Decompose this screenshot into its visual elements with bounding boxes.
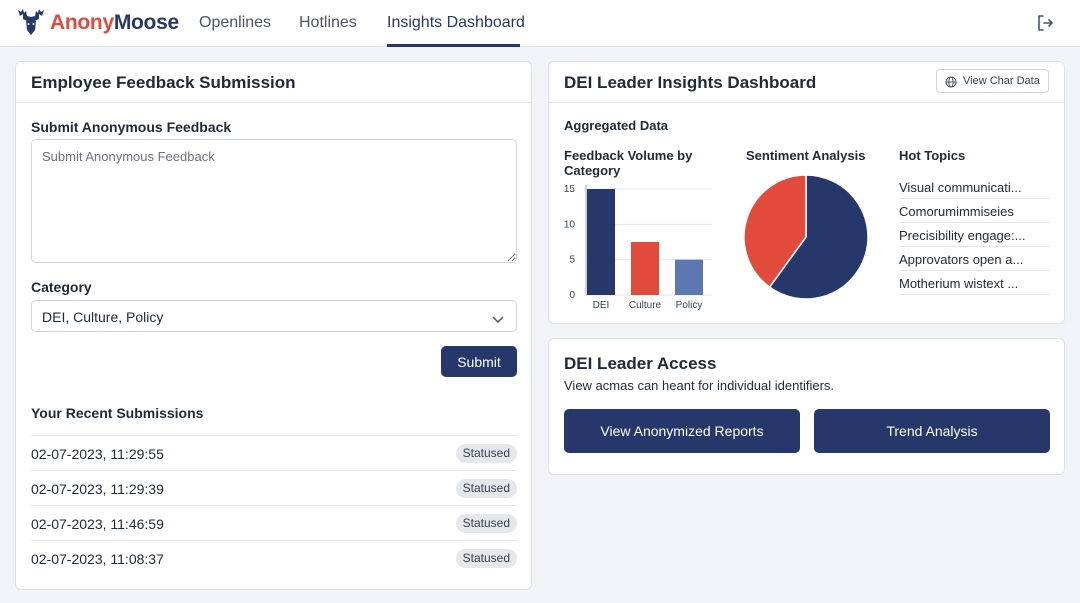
submission-timestamp: 02-07-2023, 11:46:59 [31,516,164,532]
insights-panel-header: DEI Leader Insights Dashboard View Char … [549,62,1064,103]
view-anonymized-reports-button[interactable]: View Anonymized Reports [564,409,800,453]
feedback-textarea[interactable] [31,139,517,263]
bar-culture[interactable] [631,242,659,295]
hot-topic-label: Motherium wistext ... [899,276,1019,291]
recent-submissions-title: Your Recent Submissions [31,405,204,421]
hot-topic-label: Precisibility engage:... [899,228,1026,243]
tab-hotlines[interactable]: Hotlines [299,14,357,31]
top-navigation-bar: AnonyMoose Openlines Hotlines Insights D… [0,0,1080,47]
pie-chart-title: Sentiment Analysis [746,148,866,163]
insights-panel: DEI Leader Insights Dashboard View Char … [548,61,1065,324]
feedback-textarea-label: Submit Anonymous Feedback [31,119,232,135]
y-tick-label: 0 [569,290,575,301]
globe-icon [945,75,957,93]
feedback-panel-title: Employee Feedback Submission [31,73,296,92]
submit-button[interactable]: Submit [441,346,517,377]
y-tick-label: 10 [564,219,576,230]
y-tick-label: 15 [564,184,576,195]
x-tick-label: Culture [629,300,662,311]
brand-part2: Moose [113,11,179,34]
hot-topic-item[interactable]: Motherium wistext ... [899,271,1050,295]
category-label: Category [31,279,92,295]
aggregated-data-label: Aggregated Data [564,118,669,133]
view-chart-data-label: View Char Data [963,75,1040,87]
pie-slice[interactable] [743,174,807,289]
chevron-down-icon [492,311,504,329]
submission-row[interactable]: 02-07-2023, 11:46:59 Statused [31,505,517,540]
category-select-value: DEI, Culture, Policy [42,309,164,325]
x-tick-label: DEI [593,300,610,311]
hot-topic-item[interactable]: Precisibility engage:... [899,223,1050,247]
category-select[interactable]: DEI, Culture, Policy [31,300,517,332]
access-description: View acmas can heant for individual iden… [564,378,835,393]
submission-timestamp: 02-07-2023, 11:29:55 [31,446,164,462]
logout-icon[interactable] [1035,13,1055,38]
status-badge: Statused [455,444,517,463]
active-tab-indicator [387,44,520,47]
submission-row[interactable]: 02-07-2023, 11:29:39 Statused [31,470,517,505]
bar-policy[interactable] [675,259,703,295]
hot-topics-title: Hot Topics [899,148,966,163]
feedback-panel-header: Employee Feedback Submission [16,62,531,103]
pie-slice[interactable] [768,174,869,300]
submission-row[interactable]: 02-07-2023, 11:29:55 Statused [31,435,517,470]
feedback-panel: Employee Feedback Submission Submit Anon… [15,61,532,590]
view-chart-data-button[interactable]: View Char Data [936,69,1049,93]
access-panel: DEI Leader Access View acmas can heant f… [548,338,1065,475]
brand-part1: Anony [50,11,114,34]
submission-row[interactable]: 02-07-2023, 11:08:37 Statused [31,540,517,575]
tab-openlines[interactable]: Openlines [199,14,272,31]
status-badge: Statused [455,514,517,533]
submission-timestamp: 02-07-2023, 11:29:39 [31,481,164,497]
hot-topic-label: Approvators open a... [899,252,1024,267]
hot-topic-label: Visual communicati... [899,180,1022,195]
hot-topic-item[interactable]: Comorumimmiseies [899,199,1050,223]
hot-topic-label: Comorumimmiseies [899,204,1014,219]
hot-topic-item[interactable]: Approvators open a... [899,247,1050,271]
bar-chart: 0 5 10 15 DEI Culture Policy [564,184,712,311]
bar-dei[interactable] [587,189,615,295]
access-panel-title: DEI Leader Access [564,354,717,373]
status-badge: Statused [455,549,517,568]
trend-analysis-button[interactable]: Trend Analysis [814,409,1050,453]
moose-logo-icon [14,6,48,40]
tab-insights-dashboard[interactable]: Insights Dashboard [387,14,525,31]
pie-chart [743,174,869,300]
submission-timestamp: 02-07-2023, 11:08:37 [31,551,164,567]
x-tick-label: Policy [676,300,703,311]
bar-chart-title: Feedback Volume by Category [564,148,693,178]
hot-topic-item[interactable]: Visual communicati... [899,175,1050,199]
insights-panel-title: DEI Leader Insights Dashboard [564,73,817,92]
brand-name[interactable]: AnonyMoose [50,11,179,35]
status-badge: Statused [455,479,517,498]
y-tick-label: 5 [569,255,575,266]
